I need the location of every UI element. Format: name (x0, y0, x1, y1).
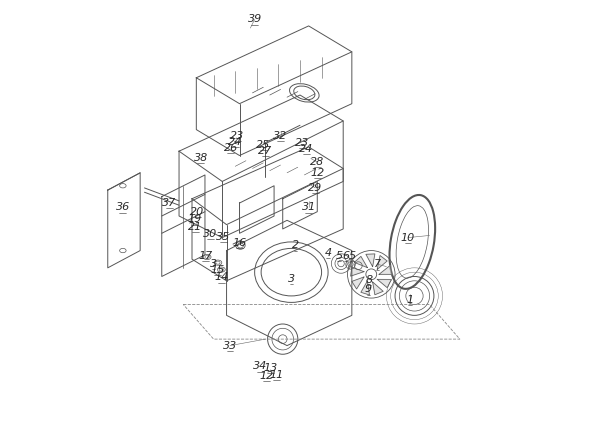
Text: 17: 17 (199, 251, 213, 261)
Text: 25: 25 (256, 140, 271, 150)
Polygon shape (379, 266, 392, 274)
Text: 23: 23 (230, 131, 244, 141)
Polygon shape (352, 277, 364, 289)
Text: 23: 23 (295, 137, 309, 148)
Text: 19: 19 (187, 214, 201, 225)
Text: 2: 2 (292, 240, 299, 251)
Text: 14: 14 (214, 272, 229, 283)
Polygon shape (373, 282, 383, 295)
Text: 5: 5 (349, 251, 356, 261)
Polygon shape (377, 280, 391, 288)
Text: 33: 33 (223, 340, 237, 351)
Text: 1: 1 (407, 295, 414, 305)
Text: 34: 34 (253, 361, 268, 372)
Polygon shape (354, 256, 367, 267)
Text: 37: 37 (163, 198, 176, 208)
Text: 9: 9 (365, 284, 372, 295)
Polygon shape (350, 267, 364, 276)
Text: 20: 20 (190, 206, 205, 217)
Text: 24: 24 (228, 137, 242, 147)
Text: 6: 6 (343, 251, 350, 261)
Text: 15: 15 (211, 265, 225, 275)
Text: 8: 8 (365, 275, 373, 285)
Polygon shape (377, 255, 387, 269)
Text: 3: 3 (210, 258, 217, 269)
Text: 28: 28 (310, 157, 325, 167)
Text: 38: 38 (194, 152, 208, 163)
Text: 12: 12 (310, 168, 325, 178)
Text: 21: 21 (188, 222, 203, 232)
Text: 7: 7 (374, 259, 382, 270)
Text: 31: 31 (302, 202, 316, 213)
Text: 13: 13 (263, 363, 278, 373)
Text: 26: 26 (224, 143, 238, 153)
Text: 10: 10 (401, 232, 415, 243)
Polygon shape (361, 281, 370, 295)
Text: 29: 29 (308, 183, 322, 193)
Text: 3: 3 (288, 273, 295, 284)
Text: 30: 30 (203, 229, 217, 239)
Text: 4: 4 (325, 248, 332, 258)
Text: 32: 32 (274, 131, 287, 141)
Text: 5: 5 (335, 251, 343, 261)
Text: 12: 12 (259, 371, 274, 381)
Text: 35: 35 (216, 232, 230, 242)
Text: 11: 11 (269, 370, 283, 380)
Text: 24: 24 (299, 144, 314, 154)
Text: 16: 16 (232, 238, 247, 248)
Text: 36: 36 (116, 202, 130, 213)
Text: 39: 39 (248, 14, 262, 25)
Polygon shape (366, 254, 375, 267)
Text: 27: 27 (259, 146, 272, 156)
